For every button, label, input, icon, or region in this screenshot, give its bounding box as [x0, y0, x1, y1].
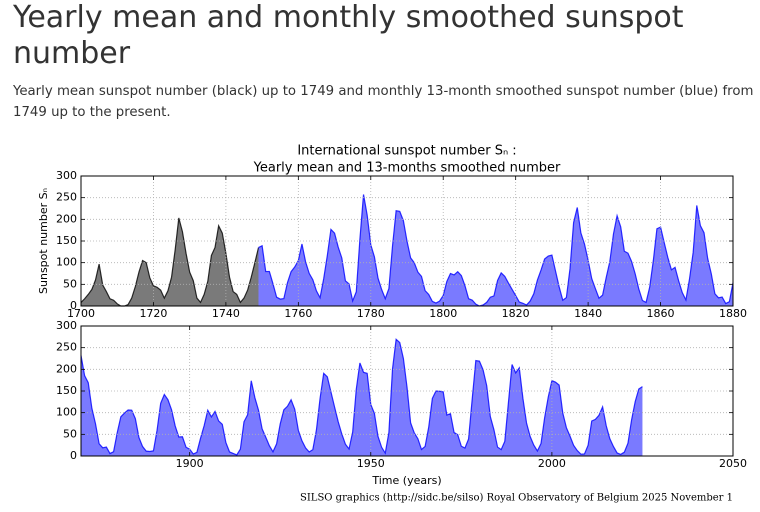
x-tick-label: 2050 — [719, 457, 747, 470]
area-fill — [258, 194, 733, 306]
y-tick-label: 200 — [56, 362, 77, 375]
series-line — [80, 217, 260, 307]
x-tick-label: 1800 — [429, 307, 457, 320]
y-tick-label: 250 — [56, 191, 77, 204]
y-tick-label: 100 — [56, 256, 77, 269]
x-tick-label: 1880 — [719, 307, 747, 320]
x-tick-label: 1840 — [574, 307, 602, 320]
x-tick-label: 1700 — [67, 307, 95, 320]
y-tick-label: 150 — [56, 234, 77, 247]
area-fill — [81, 339, 643, 456]
y-tick-label: 100 — [56, 406, 77, 419]
x-tick-label: 1900 — [176, 457, 204, 470]
x-tick-label: 1860 — [647, 307, 675, 320]
y-tick-label: 50 — [63, 277, 77, 290]
x-axis-label: Time (years) — [371, 474, 441, 487]
x-tick-label: 2000 — [538, 457, 566, 470]
x-tick-label: 1820 — [502, 307, 530, 320]
y-tick-label: 50 — [63, 427, 77, 440]
chart-title: International sunspot number Sₙ : — [297, 144, 516, 159]
x-tick-label: 1780 — [357, 307, 385, 320]
page-title: Yearly mean and monthly smoothed sunspot… — [13, 0, 684, 71]
area-fill — [81, 217, 259, 306]
y-tick-label: 250 — [56, 341, 77, 354]
series-line — [258, 194, 734, 307]
y-tick-label: 0 — [70, 449, 77, 462]
plot-frame — [80, 325, 734, 457]
y-tick-label: 300 — [56, 319, 77, 332]
x-tick-label: 1760 — [284, 307, 312, 320]
page-description: Yearly mean sunspot number (black) up to… — [13, 84, 754, 120]
x-tick-label: 1740 — [212, 307, 240, 320]
y-tick-label: 150 — [56, 384, 77, 397]
y-tick-label: 0 — [70, 299, 77, 312]
series-line — [80, 338, 643, 456]
plot-frame — [80, 175, 734, 307]
credit: SILSO graphics (http://sidc.be/silso) Ro… — [300, 493, 733, 504]
x-tick-label: 1720 — [139, 307, 167, 320]
y-tick-label: 300 — [56, 169, 77, 182]
y-axis-label: Sunspot number Sₙ — [37, 188, 50, 294]
x-tick-label: 1950 — [357, 457, 385, 470]
chart-subtitle: Yearly mean and 13-months smoothed numbe… — [253, 161, 561, 176]
y-tick-label: 200 — [56, 212, 77, 225]
